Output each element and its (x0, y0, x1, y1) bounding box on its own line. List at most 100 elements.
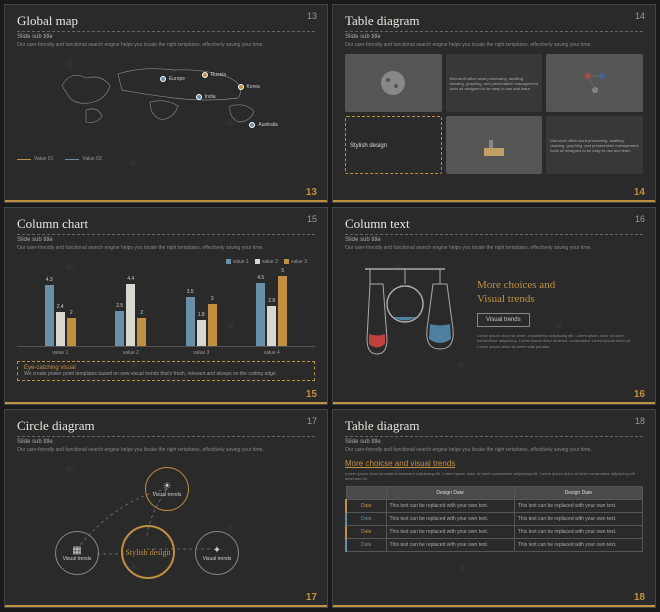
bar-value: 3.5 (186, 289, 195, 295)
cell-title: Stylish design (350, 143, 437, 149)
bar-value: 2.5 (115, 303, 124, 309)
table-row: DateThis text can be replaced with your … (346, 500, 643, 513)
world-map: EuropeRussiaIndiaKoreaAustralia (17, 54, 315, 154)
bar: 4.3 (45, 285, 54, 345)
legend-swatch (65, 159, 79, 160)
table-header: Design Date (514, 487, 642, 500)
map-dot (202, 72, 208, 78)
table-cell: This text can be replaced with your own … (514, 526, 642, 539)
table-grid: Microsoft office word processing, auditi… (345, 54, 643, 174)
content-row: More choices and Visual trends Visual tr… (345, 259, 643, 369)
table-cell: This text can be replaced with your own … (514, 513, 642, 526)
table-cell: This text can be replaced with your own … (514, 539, 642, 552)
bar-value: 2 (137, 310, 146, 316)
date-cell: Date (346, 500, 386, 513)
slide-number-bottom: 13 (306, 187, 317, 198)
callout-text: We create power point templates based on… (24, 371, 308, 377)
visual-trends-button[interactable]: Visual trends (477, 313, 530, 327)
legend-swatch (226, 259, 231, 264)
bar-group: 3.51.83value 3 (186, 297, 217, 346)
bar: 2 (137, 318, 146, 346)
bar: 2.4 (56, 312, 65, 346)
bar: 4.4 (126, 284, 135, 346)
circle-diagram: ☀Visual trends ▦Visual trends Stylish de… (17, 459, 315, 589)
cell-text: Microsoft office word processing, auditi… (450, 76, 539, 91)
slide-desc: Our user-friendly and functional search … (17, 245, 315, 251)
highlighted-cell: Stylish design (345, 116, 442, 174)
slide-desc: Our user-friendly and functional search … (345, 245, 643, 251)
circle-label: Visual trends (153, 492, 182, 498)
slide-subtitle: Slide sub title (17, 439, 315, 445)
petri-icon (378, 68, 408, 98)
bar-value: 4.4 (126, 276, 135, 282)
table-row: DateThis text can be replaced with your … (346, 513, 643, 526)
table-header-row: Design DateDesign Date (346, 487, 643, 500)
section-heading: More choicse and visual trends (345, 459, 643, 468)
bar-value: 2.4 (56, 304, 65, 310)
heading-line2: Visual trends (477, 292, 643, 306)
slide-title: Column text (345, 216, 643, 235)
legend-item: value 3 (284, 259, 307, 265)
map-legend: Value 01 Value 02 (17, 156, 315, 162)
chemistry-icon (345, 259, 465, 369)
map-dot (160, 76, 166, 82)
slide-title: Global map (17, 13, 315, 32)
accent-bar (333, 402, 655, 404)
date-cell: Date (346, 513, 386, 526)
table-cell: This text can be replaced with your own … (386, 513, 514, 526)
table-row: DateThis text can be replaced with your … (346, 539, 643, 552)
bar: 4.5 (256, 283, 265, 346)
slide-grid: 13 Global map Slide sub title Our user-f… (0, 0, 660, 612)
slide-subtitle: Slide sub title (17, 34, 315, 40)
slide-number-bottom: 18 (634, 592, 645, 603)
bar-value: 5 (278, 268, 287, 274)
circle-label: Visual trends (63, 556, 92, 562)
map-label: Australia (258, 122, 277, 128)
accent-bar (5, 402, 327, 404)
accent-bar (333, 605, 655, 607)
text-column: More choices and Visual trends Visual tr… (477, 278, 643, 349)
table-cell: This text can be replaced with your own … (514, 500, 642, 513)
text-cell: Microsoft office word processing, auditi… (446, 54, 543, 112)
slide-number-bottom: 16 (634, 389, 645, 400)
slide-number-bottom: 17 (306, 592, 317, 603)
bar: 2.5 (115, 311, 124, 346)
circle-right: ✦Visual trends (195, 531, 239, 575)
bar: 2 (67, 318, 76, 346)
map-label: Europe (169, 76, 185, 82)
slide-number-bottom: 14 (634, 187, 645, 198)
slide-number-top: 17 (307, 416, 317, 426)
bar-value: 2 (67, 310, 76, 316)
accent-bar (333, 200, 655, 202)
bar: 1.8 (197, 320, 206, 345)
slide-17: 17 Circle diagram Slide sub title Our us… (4, 409, 328, 608)
slide-title: Column chart (17, 216, 315, 235)
legend-swatch (17, 159, 31, 160)
legend-swatch (284, 259, 289, 264)
bar-value: 4.3 (45, 277, 54, 283)
slide-subtitle: Slide sub title (345, 34, 643, 40)
legend-item: Value 01 (17, 156, 53, 162)
slide-subtitle: Slide sub title (345, 237, 643, 243)
table-cell: This text can be replaced with your own … (386, 526, 514, 539)
slide-13: 13 Global map Slide sub title Our user-f… (4, 4, 328, 203)
data-table: Design DateDesign Date DateThis text can… (345, 486, 643, 552)
center-label: Stylish design (125, 548, 170, 557)
bar-value: 3 (208, 296, 217, 302)
heading-line1: More choices and (477, 278, 643, 292)
legend-label: Value 01 (34, 156, 53, 162)
slide-title: Table diagram (345, 13, 643, 32)
legend-label: Value 02 (82, 156, 101, 162)
circle-left: ▦Visual trends (55, 531, 99, 575)
legend-item: Value 02 (65, 156, 101, 162)
slide-desc: Our user-friendly and functional search … (345, 42, 643, 48)
slide-title: Circle diagram (17, 418, 315, 437)
table-header-empty (346, 487, 386, 500)
slide-14: 14 Table diagram Slide sub title Our use… (332, 4, 656, 203)
bar-label: value 2 (123, 350, 139, 356)
date-cell: Date (346, 526, 386, 539)
table-cell: This text can be replaced with your own … (386, 500, 514, 513)
lorem-text: Lorem ipsum dolor sit amet consectetur a… (345, 471, 643, 481)
bar-group: 4.52.85value 4 (256, 276, 287, 346)
legend-item: value 2 (255, 259, 278, 265)
